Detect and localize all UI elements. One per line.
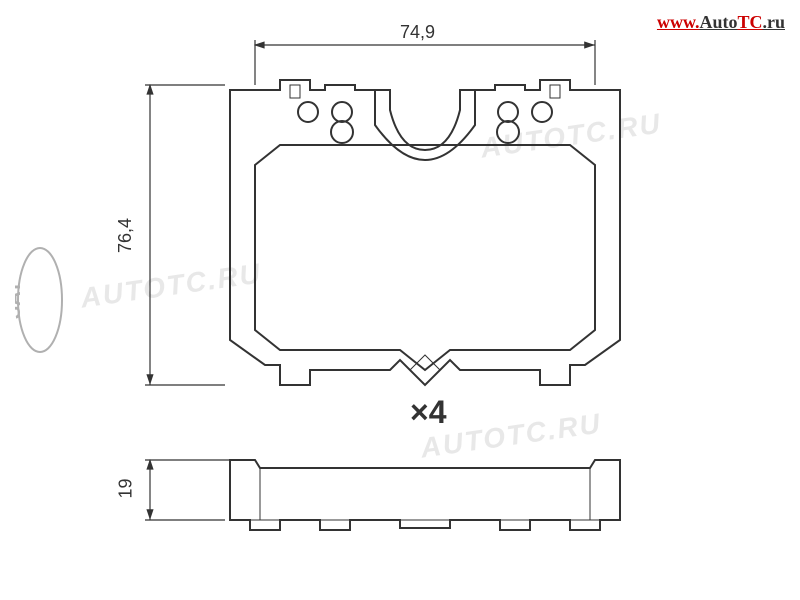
width-value: 74,9 <box>400 22 435 43</box>
svg-text:SAT: SAT <box>15 281 25 320</box>
brake-pad-top <box>230 80 620 385</box>
url-main: Auto <box>699 12 737 32</box>
dim-width <box>255 40 595 85</box>
brake-pad-side <box>230 460 620 530</box>
technical-drawing: 74,9 76,4 19 ×4 <box>80 30 720 570</box>
url-suffix: .ru <box>763 12 786 32</box>
url-prefix: www. <box>657 12 700 32</box>
url-accent: TC <box>737 12 762 32</box>
dim-thickness <box>145 460 230 520</box>
quantity-multiplier: ×4 <box>410 394 446 431</box>
height-value: 76,4 <box>115 218 136 253</box>
thickness-value: 19 <box>116 478 137 498</box>
sat-logo: SAT <box>15 245 65 355</box>
dim-height <box>145 85 225 385</box>
